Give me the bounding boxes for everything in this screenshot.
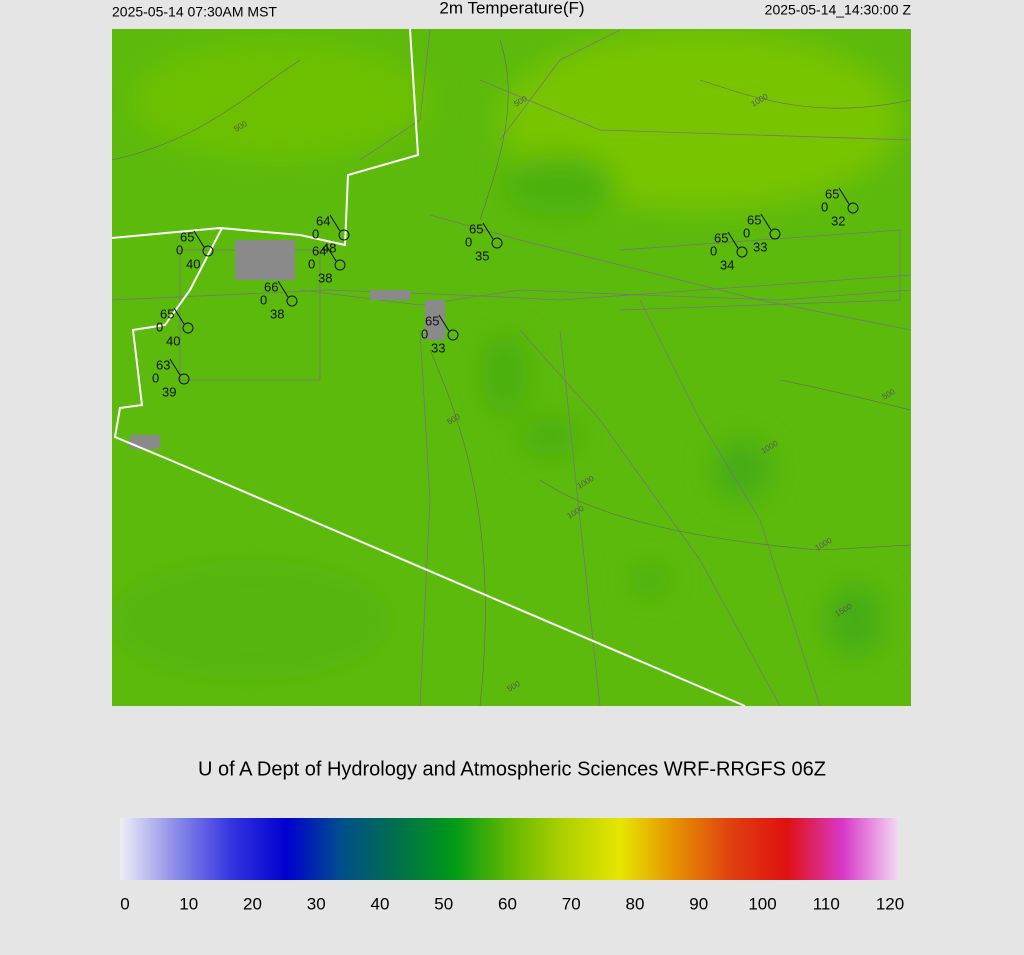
wind-barb (169, 358, 181, 376)
border-line (113, 227, 746, 707)
station-pressure: 0 (465, 234, 472, 249)
station-pressure: 0 (152, 370, 159, 385)
station-dewpoint: 33 (753, 239, 767, 254)
colorbar-tick-label: 10 (179, 894, 198, 913)
station-pressure: 0 (260, 292, 267, 307)
colorbar-tick-label: 40 (371, 894, 390, 913)
station-temp: 65 (425, 313, 439, 328)
station-circle (338, 229, 350, 241)
wind-barb (173, 307, 185, 325)
station-circle (182, 322, 194, 334)
station-circle (202, 245, 214, 257)
colorbar-tick-label: 100 (748, 894, 776, 913)
colorbar-tick-label: 60 (498, 894, 517, 913)
station-pressure: 0 (743, 225, 750, 240)
colorbar-tick-label: 70 (562, 894, 581, 913)
station-circle (286, 295, 298, 307)
station-circle (334, 259, 346, 271)
colorbar-tick-label: 30 (307, 894, 326, 913)
station-pressure: 0 (308, 256, 315, 271)
temperature-shading (112, 30, 900, 680)
wind-barb (482, 222, 494, 240)
map-title: 2m Temperature(F) (439, 0, 584, 17)
station-circle (736, 246, 748, 258)
contours (112, 39, 911, 706)
colorbar-tick-label: 80 (626, 894, 645, 913)
colorbar (120, 818, 898, 880)
station-dewpoint: 39 (162, 384, 176, 399)
station-circle (178, 373, 190, 385)
wind-barb (760, 213, 772, 231)
station-temp: 66 (264, 279, 278, 294)
wind-barb (727, 231, 739, 249)
wind-barb (838, 187, 850, 205)
wind-barb (329, 214, 341, 232)
colorbar-tick-label: 120 (876, 894, 904, 913)
station-temp: 65 (714, 230, 728, 245)
urban-areas (130, 240, 445, 449)
station-temp: 65 (160, 306, 174, 321)
station-pressure: 0 (710, 243, 717, 258)
station-temp: 64 (312, 243, 326, 258)
header-right: 2025-05-14_14:30:00 Z (765, 2, 912, 18)
station-temp: 65 (180, 229, 194, 244)
station-dewpoint: 33 (431, 340, 445, 355)
station-dewpoint: 48 (322, 240, 336, 255)
station-temp: 65 (747, 212, 761, 227)
stations: 6504064048640386603865035650336504063039… (152, 186, 859, 399)
colorbar-ticks: 0 10 20 30 40 50 60 70 80 90 100 110 120 (120, 894, 904, 913)
station-temp: 63 (156, 357, 170, 372)
station-temp: 64 (316, 213, 330, 228)
colorbar-tick-label: 20 (243, 894, 262, 913)
station-dewpoint: 32 (831, 213, 845, 228)
station-circle (447, 329, 459, 341)
wind-barb (193, 230, 205, 248)
station-pressure: 0 (421, 326, 428, 341)
station-circle (491, 237, 503, 249)
station-dewpoint: 40 (186, 256, 200, 271)
map: 6504064048640386603865035650336504063039… (111, 28, 911, 707)
station-dewpoint: 34 (720, 257, 734, 272)
wind-barb (438, 314, 450, 332)
station-dewpoint: 38 (270, 306, 284, 321)
credit: U of A Dept of Hydrology and Atmospheric… (198, 758, 826, 780)
station-pressure: 0 (821, 199, 828, 214)
border-line (111, 28, 420, 247)
roads (112, 29, 911, 706)
colorbar-tick-label: 110 (813, 894, 840, 913)
station-circle (769, 228, 781, 240)
station-temp: 65 (469, 221, 483, 236)
wind-barb (325, 244, 337, 262)
header-left: 2025-05-14 07:30AM MST (112, 4, 277, 20)
station-dewpoint: 40 (166, 333, 180, 348)
wind-barb (277, 280, 289, 298)
station-pressure: 0 (176, 242, 183, 257)
colorbar-tick-label: 50 (434, 894, 453, 913)
colorbar-tick-label: 0 (120, 894, 129, 913)
station-temp: 65 (825, 186, 839, 201)
station-pressure: 0 (156, 319, 163, 334)
station-circle (847, 202, 859, 214)
station-pressure: 0 (312, 226, 319, 241)
station-dewpoint: 38 (318, 270, 332, 285)
station-dewpoint: 35 (475, 248, 489, 263)
colorbar-tick-label: 90 (689, 894, 708, 913)
